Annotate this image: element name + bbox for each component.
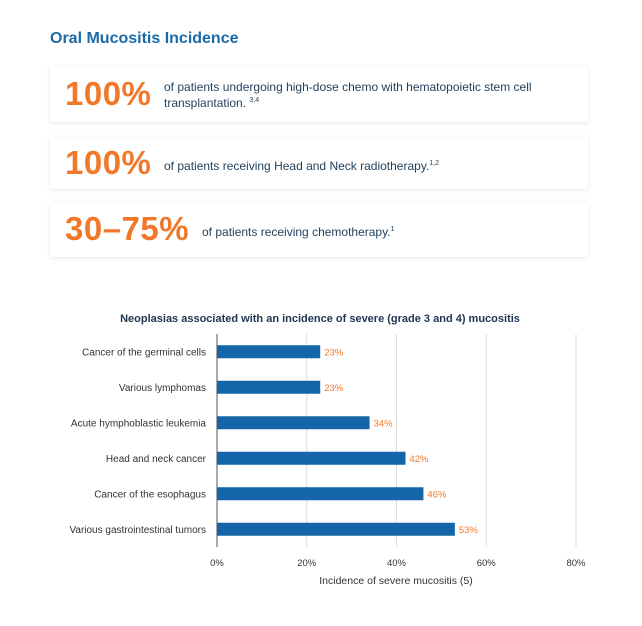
stat-ref: 1 — [390, 226, 395, 233]
category-label: Various gastrointestinal tumors — [69, 525, 206, 536]
stat-card-chemo-transplant: 100% of patients undergoing high-dose ch… — [50, 66, 588, 122]
stat-ref: 3,4 — [249, 97, 260, 104]
bar-value-label: 42% — [409, 454, 429, 465]
category-label: Cancer of the germinal cells — [82, 347, 206, 358]
x-tick-label: 80% — [566, 558, 586, 569]
stat-description: of patients undergoing high-dose chemo w… — [164, 81, 574, 110]
stat-ref: 1,2 — [429, 160, 439, 167]
x-axis-ticks: 0% 20% 40% 60% 80% — [210, 558, 586, 569]
category-label: Various lymphomas — [119, 383, 206, 394]
x-axis-label: Incidence of severe mucositis (5) — [319, 575, 472, 587]
stat-card-head-neck: 100% of patients receiving Head and Neck… — [50, 137, 588, 189]
stat-text: of patients receiving chemotherapy. — [202, 225, 391, 239]
page-title: Oral Mucositis Incidence — [50, 30, 239, 47]
chart-bars: Cancer of the germinal cells 23% Various l… — [69, 345, 478, 536]
stat-value: 100% — [65, 144, 152, 181]
stat-value: 30–75% — [65, 210, 190, 247]
bar-value-label: 53% — [459, 525, 479, 536]
x-tick-label: 40% — [387, 558, 407, 569]
bar-value-label: 23% — [324, 383, 344, 394]
bar — [217, 416, 370, 430]
stat-card-chemotherapy: 30–75% of patients receiving chemotherap… — [50, 203, 588, 257]
x-tick-label: 0% — [210, 558, 224, 569]
stat-text: of patients undergoing high-dose chemo w… — [164, 80, 532, 110]
category-label: Head and neck cancer — [106, 454, 207, 465]
category-label: Acute hymphoblastic leukemia — [71, 418, 207, 429]
bar-value-label: 23% — [324, 347, 344, 358]
x-tick-label: 60% — [477, 558, 497, 569]
stat-description: of patients receiving chemotherapy.1 — [202, 223, 572, 239]
chart-gridlines — [216, 334, 577, 547]
x-tick-label: 20% — [297, 558, 317, 569]
bar — [217, 345, 321, 359]
bar — [217, 522, 455, 536]
stat-text: of patients receiving Head and Neck radi… — [164, 159, 430, 173]
stat-description: of patients receiving Head and Neck radi… — [164, 157, 574, 173]
stat-value: 100% — [65, 75, 152, 112]
bar-value-label: 34% — [374, 418, 394, 429]
category-label: Cancer of the esophagus — [94, 489, 206, 500]
chart-title: Neoplasias associated with an incidence … — [120, 313, 520, 325]
bar — [217, 451, 406, 465]
bar — [217, 380, 321, 394]
bar — [217, 487, 424, 501]
bar-value-label: 46% — [427, 489, 447, 500]
